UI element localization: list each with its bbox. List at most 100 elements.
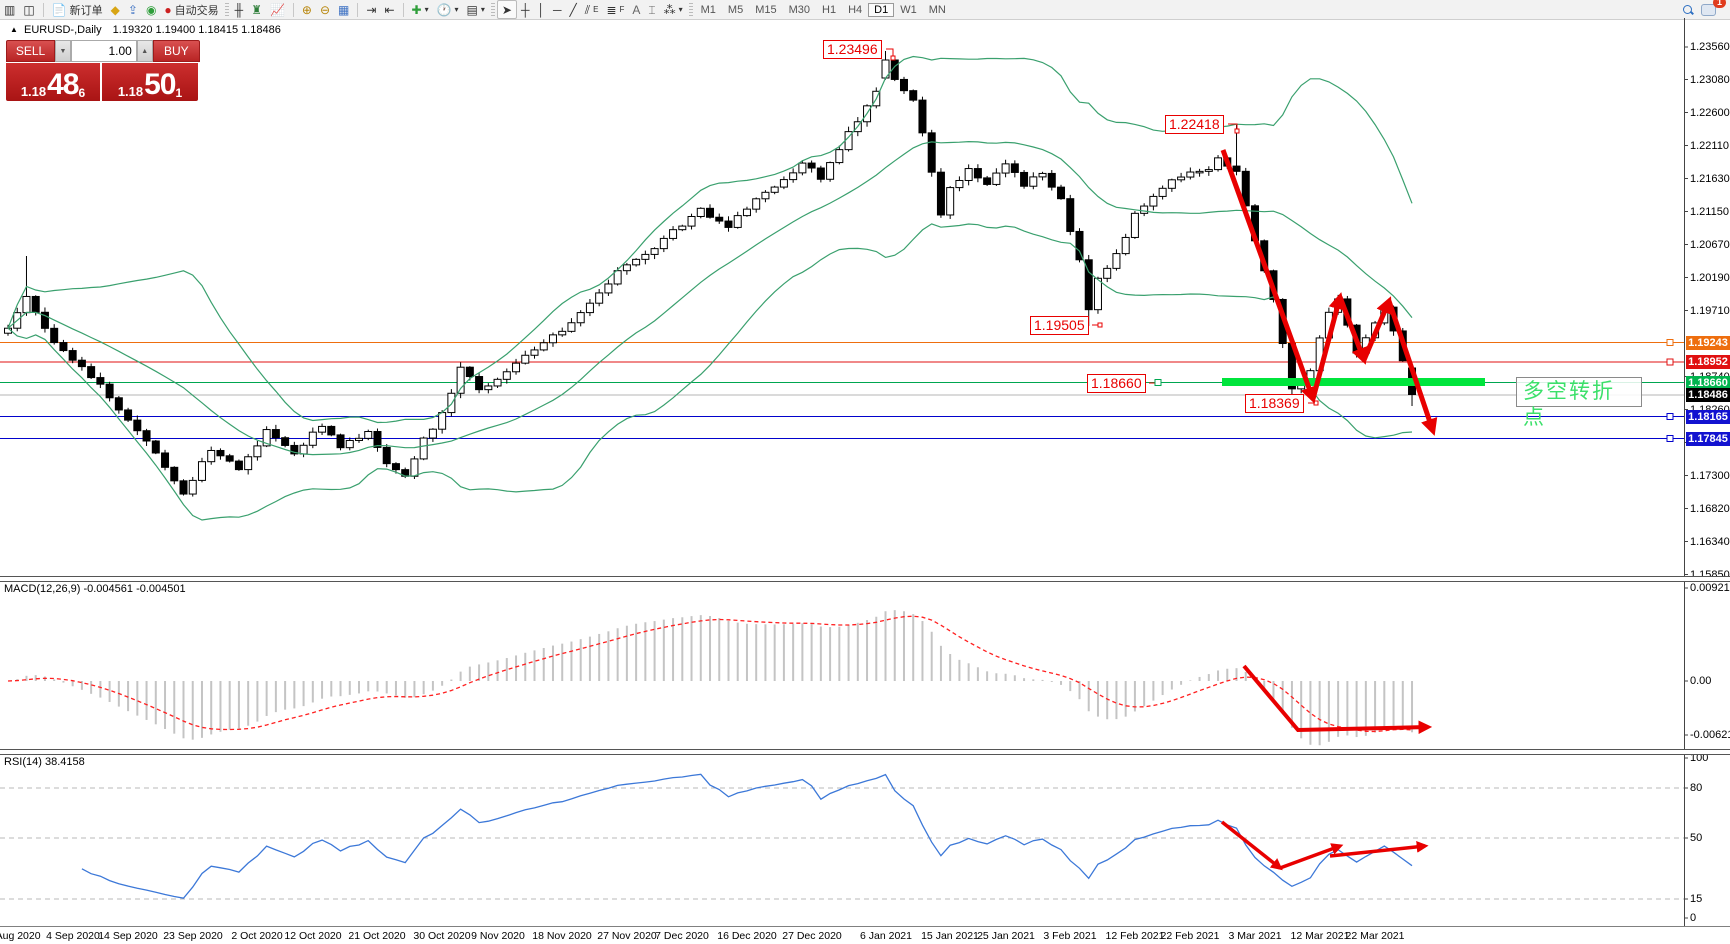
price-chip-1.18486: 1.18486	[1686, 388, 1730, 402]
pane-separator[interactable]	[0, 749, 1730, 755]
chat-icon[interactable]: 1	[1697, 0, 1726, 18]
indicators-icon[interactable]: ✚ ▾	[411, 2, 429, 17]
bollinger-lower-band[interactable]	[7, 223, 1413, 521]
candle-body	[604, 283, 613, 294]
bollinger-middle-band[interactable]	[7, 140, 1413, 456]
timeframe-W1[interactable]: W1	[900, 3, 917, 16]
pane-separator[interactable]	[0, 576, 1730, 582]
trend-arrow[interactable]	[1386, 300, 1438, 436]
candle-body	[290, 444, 299, 455]
autotrade-button[interactable]: ● 自动交易	[164, 2, 219, 17]
cursor-icon[interactable]: ➤	[496, 0, 517, 19]
macd-trend-arrow[interactable]	[1242, 664, 1433, 735]
candle-body	[1029, 176, 1038, 187]
arrows-icon[interactable]: ⁂ ▾	[663, 2, 683, 17]
vertical-line-icon[interactable]: │	[537, 2, 545, 17]
rsi-trend-arrow[interactable]	[1220, 820, 1283, 871]
periods-icon[interactable]: 🕐 ▾	[436, 2, 459, 17]
price-callout-1.18660[interactable]: 1.18660	[1087, 374, 1146, 393]
callout-anchor-handle[interactable]	[1313, 400, 1319, 406]
one-click-trading-panel: SELL ▼ ▲ BUY 1.18 48 6 1.18 50 1	[6, 40, 200, 101]
candle-body	[1038, 172, 1047, 178]
callout-anchor-handle[interactable]	[1097, 322, 1103, 328]
crayon-icon[interactable]: ◆	[110, 2, 120, 17]
text-label-icon[interactable]: ⌶	[648, 2, 656, 17]
bar-chart-icon[interactable]: ╫	[234, 2, 244, 17]
signal-icon[interactable]: ◉	[145, 2, 157, 17]
hline-handle[interactable]	[1666, 339, 1674, 346]
tile-windows-icon[interactable]: ▦	[338, 2, 350, 17]
trend-arrow[interactable]	[1310, 292, 1346, 400]
timeframe-M30[interactable]: M30	[788, 3, 810, 16]
hline-handle[interactable]	[1666, 358, 1674, 366]
candle-body	[1057, 186, 1066, 200]
buy-price-pane[interactable]: 1.18 50 1	[102, 63, 198, 101]
candle-body	[77, 359, 86, 368]
callout-anchor-handle[interactable]	[890, 55, 896, 61]
chart-profile-icon[interactable]: ◫	[23, 2, 35, 17]
timeframe-M5[interactable]: M5	[727, 3, 744, 16]
auto-scroll-icon[interactable]: ⇥	[366, 2, 377, 17]
publish-icon[interactable]: ⇪	[127, 2, 138, 17]
fibonacci-icon[interactable]: ≣ F	[606, 2, 625, 17]
line-chart-icon[interactable]: 📈	[269, 2, 285, 17]
price-callout-1.23496[interactable]: 1.23496	[823, 40, 882, 59]
price-callout-1.22418[interactable]: 1.22418	[1165, 115, 1224, 134]
new-chart-icon[interactable]: ▥	[4, 2, 16, 17]
search-icon[interactable]	[1679, 1, 1697, 18]
candle-body	[456, 366, 465, 394]
candle-body	[789, 172, 798, 181]
collapse-triangle-icon[interactable]: ▲	[10, 25, 18, 34]
rsi-trend-arrow[interactable]	[1329, 840, 1429, 858]
buy-button[interactable]: BUY	[152, 40, 200, 62]
annotation-text-box[interactable]: 多空转折点	[1516, 377, 1642, 429]
timeframe-H4[interactable]: H4	[848, 3, 863, 16]
volume-input[interactable]	[70, 40, 137, 62]
date-label: 12 Mar 2021	[1290, 930, 1350, 942]
text-icon[interactable]: A	[632, 2, 641, 17]
rsi-line[interactable]	[81, 773, 1413, 899]
sell-button[interactable]: SELL	[6, 40, 56, 62]
rsi-trend-arrow[interactable]	[1279, 843, 1344, 870]
candle-body	[502, 371, 511, 380]
zoom-out-icon[interactable]: ⊖	[319, 2, 331, 17]
new-order-button[interactable]: 📄 新订单	[51, 2, 103, 17]
volume-increase-button[interactable]: ▲	[136, 40, 153, 62]
candle-body	[197, 461, 206, 481]
candle-body	[142, 430, 151, 442]
timeframe-M15[interactable]: M15	[755, 3, 777, 16]
chart-shift-icon[interactable]: ⇤	[384, 2, 395, 17]
hline-handle[interactable]	[1154, 379, 1162, 386]
crosshair-icon[interactable]: ┼	[520, 2, 530, 17]
candlestick-chart-icon[interactable]: ♜	[251, 2, 262, 17]
timeframe-M1[interactable]: M1	[700, 3, 716, 16]
sell-price-pane[interactable]: 1.18 48 6	[6, 63, 100, 101]
timeframe-buttons: M1 M5 M15 M30 H1 H4 D1 W1 MN	[695, 2, 952, 17]
channel-icon[interactable]: ⫽ E	[584, 2, 599, 17]
candle-body	[816, 167, 825, 180]
candle-body	[355, 437, 364, 441]
trend-arrow[interactable]	[1220, 149, 1317, 404]
trend-arrow[interactable]	[1361, 296, 1393, 361]
candle-body	[1140, 205, 1149, 214]
trend-arrow[interactable]	[1337, 296, 1368, 365]
templates-icon[interactable]: ▤ ▾	[466, 2, 485, 17]
horizontal-line-icon[interactable]: ─	[552, 2, 562, 17]
hline-handle[interactable]	[1666, 435, 1674, 442]
zoom-in-icon[interactable]: ⊕	[301, 2, 312, 17]
timeframe-MN[interactable]: MN	[928, 3, 946, 16]
volume-decrease-button[interactable]: ▼	[55, 40, 71, 62]
timeframe-D1[interactable]: D1	[868, 2, 895, 17]
price-callout-1.19505[interactable]: 1.19505	[1030, 316, 1089, 335]
hline-handle[interactable]	[1666, 413, 1674, 420]
date-label: 22 Feb 2021	[1160, 930, 1220, 942]
candle-body	[752, 198, 761, 210]
callout-anchor-handle[interactable]	[1234, 128, 1240, 134]
bollinger-upper-band[interactable]	[7, 55, 1413, 424]
timeframe-H1[interactable]: H1	[822, 3, 837, 16]
candle-body	[1158, 187, 1167, 197]
price-callout-1.18369[interactable]: 1.18369	[1245, 394, 1304, 413]
support-zone-band[interactable]	[1222, 378, 1485, 386]
trendline-icon[interactable]: ╱	[569, 2, 577, 17]
